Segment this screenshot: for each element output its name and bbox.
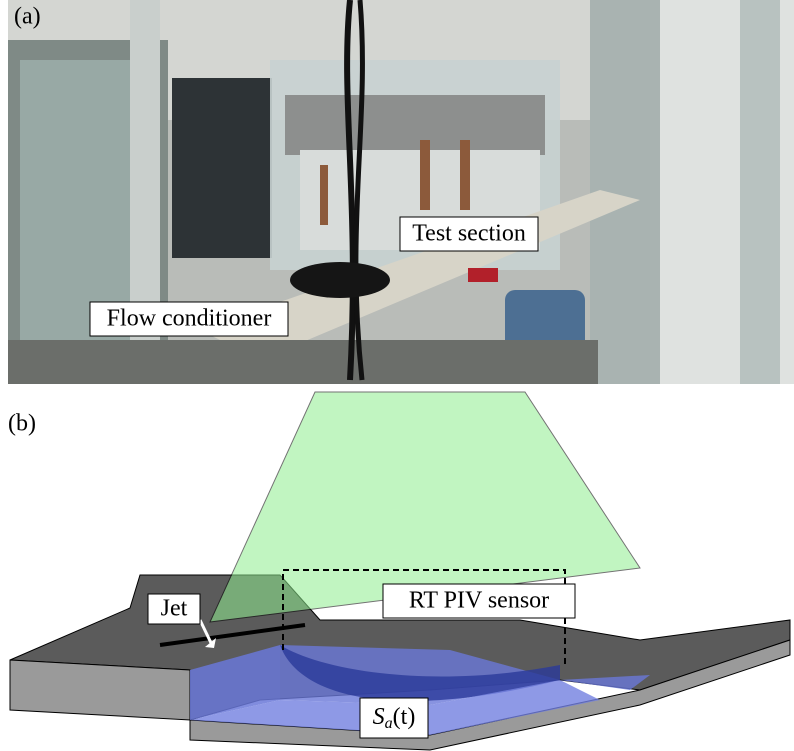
annotation: Jet	[161, 596, 188, 622]
argument: (t)	[393, 704, 416, 730]
figure: (a) Test section Flow conditioner (b) Je…	[0, 0, 794, 751]
symbol: S	[373, 704, 385, 730]
panel-label: (a)	[14, 4, 41, 30]
annotation: RT PIV sensor	[409, 588, 549, 614]
panel-label: (b)	[8, 411, 36, 437]
surface-label: Sa(t)	[373, 704, 416, 732]
annotation: Test section	[412, 221, 526, 247]
diagram	[10, 392, 790, 750]
subscript: a	[385, 715, 393, 732]
annotation: Flow conditioner	[107, 306, 272, 332]
